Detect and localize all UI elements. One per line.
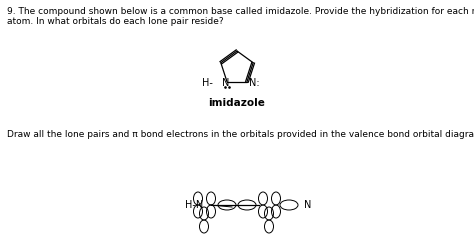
Text: Draw all the lone pairs and π bond electrons in the orbitals provided in the val: Draw all the lone pairs and π bond elect…: [7, 130, 474, 139]
Text: N: N: [304, 200, 311, 210]
Text: atom. In what orbitals do each lone pair reside?: atom. In what orbitals do each lone pair…: [7, 17, 224, 26]
Text: N: N: [222, 78, 230, 88]
Text: N:: N:: [249, 78, 260, 88]
Text: H-N: H-N: [185, 200, 203, 210]
Text: H-: H-: [202, 78, 213, 88]
Text: imidazole: imidazole: [209, 98, 265, 108]
Text: 9. The compound shown below is a common base called imidazole. Provide the hybri: 9. The compound shown below is a common …: [7, 7, 474, 16]
